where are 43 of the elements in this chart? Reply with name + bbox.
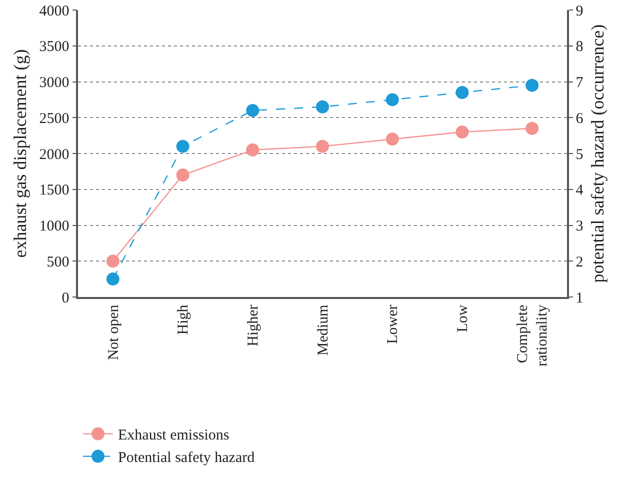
y2-tick-label: 5	[576, 146, 584, 163]
x-tick-label: Higher	[246, 304, 262, 346]
y-tick-label: 0	[62, 290, 70, 306]
y2-tick-label: 6	[576, 110, 584, 127]
y2-tick-label: 4	[576, 182, 584, 199]
y2-tick-label: 2	[576, 254, 584, 270]
point	[456, 125, 469, 138]
y-tick-label: 500	[46, 254, 70, 270]
x-tick-label: Low	[455, 304, 472, 332]
y-axis-title: exhaust gas displacement (g)	[10, 49, 30, 258]
point	[316, 100, 329, 114]
x-tick-label: Lower	[385, 304, 402, 344]
y2-tick-label: 1	[576, 290, 584, 306]
y-tick-label: 1000	[39, 218, 70, 234]
y-tick-label: 2500	[39, 110, 70, 127]
x-tick-label: Complete rationality	[515, 304, 551, 366]
legend-label: Potential safety hazard	[118, 450, 256, 466]
y-tick-label: 2000	[39, 146, 70, 163]
y2-axis-title: potential safety hazard (occurrence)	[587, 24, 608, 283]
point	[246, 143, 260, 156]
point	[316, 140, 329, 153]
y-tick-label: 1500	[39, 182, 70, 199]
point	[456, 86, 469, 100]
y2-tick-label: 7	[576, 75, 584, 91]
point	[386, 93, 399, 106]
point	[106, 272, 120, 286]
legend-label: Exhaust emissions	[118, 428, 230, 444]
point	[176, 168, 190, 182]
point	[386, 132, 399, 146]
y-tick-label: 3500	[39, 39, 70, 56]
y2-tick-label: 3	[576, 218, 584, 234]
point	[246, 104, 260, 117]
point	[526, 122, 539, 135]
x-tick-label: Medium	[315, 304, 332, 356]
y-tick-label: 3000	[39, 75, 70, 91]
y2-tick-label: 8	[576, 39, 584, 56]
y2-tick-label: 9	[576, 3, 584, 20]
x-tick-label: High	[176, 304, 192, 335]
y-tick-label: 4000	[39, 3, 70, 20]
point	[106, 254, 120, 268]
point	[176, 140, 190, 153]
point	[526, 78, 539, 92]
x-tick-label: Not open	[106, 304, 122, 360]
